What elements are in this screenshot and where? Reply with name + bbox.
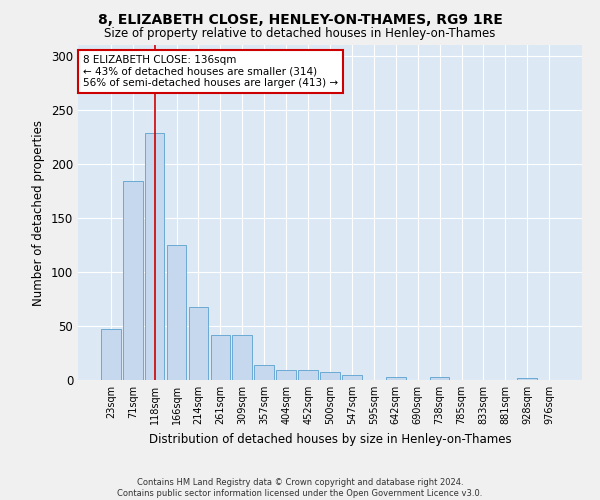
Bar	[517, 378, 537, 380]
Bar	[211, 334, 230, 380]
Bar	[276, 370, 296, 380]
Bar	[145, 132, 164, 380]
Bar	[342, 374, 362, 380]
X-axis label: Distribution of detached houses by size in Henley-on-Thames: Distribution of detached houses by size …	[149, 432, 511, 446]
Text: 8 ELIZABETH CLOSE: 136sqm
← 43% of detached houses are smaller (314)
56% of semi: 8 ELIZABETH CLOSE: 136sqm ← 43% of detac…	[83, 55, 338, 88]
Bar	[430, 377, 449, 380]
Bar	[254, 365, 274, 380]
Bar	[123, 181, 143, 380]
Bar	[386, 377, 406, 380]
Bar	[167, 245, 187, 380]
Bar	[188, 306, 208, 380]
Y-axis label: Number of detached properties: Number of detached properties	[32, 120, 46, 306]
Bar	[101, 329, 121, 380]
Bar	[232, 334, 252, 380]
Bar	[298, 370, 318, 380]
Bar	[320, 372, 340, 380]
Text: 8, ELIZABETH CLOSE, HENLEY-ON-THAMES, RG9 1RE: 8, ELIZABETH CLOSE, HENLEY-ON-THAMES, RG…	[98, 12, 502, 26]
Text: Size of property relative to detached houses in Henley-on-Thames: Size of property relative to detached ho…	[104, 28, 496, 40]
Text: Contains HM Land Registry data © Crown copyright and database right 2024.
Contai: Contains HM Land Registry data © Crown c…	[118, 478, 482, 498]
